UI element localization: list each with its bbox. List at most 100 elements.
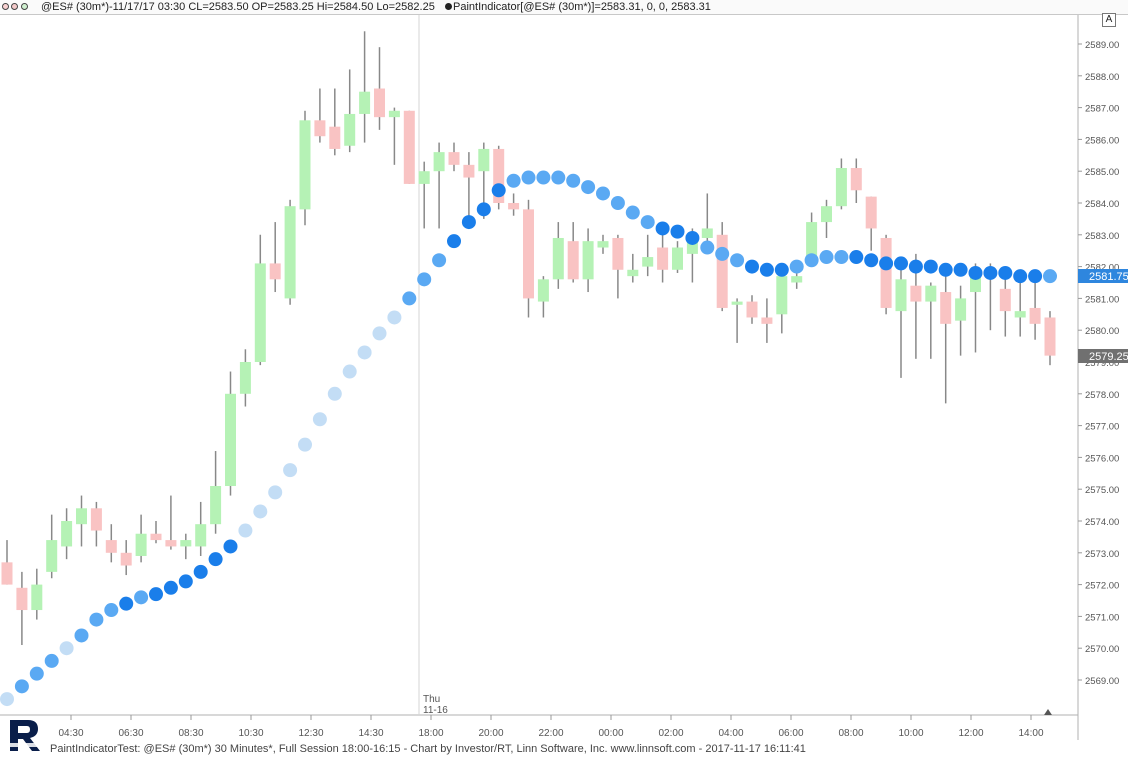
close-price-tag-text: 2579.25 <box>1089 351 1128 363</box>
indicator-dot <box>610 196 625 210</box>
candle-body-up <box>284 206 296 299</box>
indicator-dot <box>566 173 581 188</box>
candle-body-down <box>865 196 877 229</box>
candle-body-down <box>314 120 326 137</box>
candle-body-up <box>344 113 356 146</box>
candle-body-up <box>210 486 222 525</box>
candle <box>61 508 73 560</box>
price-tick-label: 2587.00 <box>1085 104 1119 115</box>
candle <box>657 234 669 283</box>
indicator-dot <box>506 173 521 188</box>
candle-body-down <box>523 209 534 299</box>
price-tick-label: 2586.00 <box>1085 135 1119 146</box>
price-tick-label: 2580.00 <box>1085 326 1119 337</box>
candle-body-up <box>582 241 594 280</box>
candle <box>344 69 356 153</box>
linn-software-logo <box>9 720 43 751</box>
candle-body-up <box>180 540 192 547</box>
candle <box>165 495 177 550</box>
indicator-dot <box>89 612 104 627</box>
candle-body-down <box>448 152 460 165</box>
time-tick-label: 08:00 <box>838 728 863 739</box>
last-price-tag-text: 2581.75 <box>1089 271 1128 283</box>
indicator-dot <box>730 253 745 268</box>
price-tick-label: 2574.00 <box>1085 517 1119 528</box>
indicator-dot <box>298 437 312 452</box>
close-price-tag-bg <box>1078 349 1128 363</box>
candle-body-up <box>299 120 311 210</box>
chart-header-bar: @ES# (30m*)-11/17/17 03:30 CL=2583.50 OP… <box>0 0 1128 15</box>
price-tick-label: 2581.00 <box>1085 294 1119 305</box>
indicator-dot <box>447 234 461 249</box>
indicator-dot <box>968 265 983 280</box>
candle <box>463 152 475 226</box>
candle-body-up <box>76 508 87 525</box>
candle-body-up <box>821 206 832 223</box>
candle-body-down <box>612 237 624 270</box>
candle-body-up <box>418 171 430 184</box>
candle-body-up <box>970 269 981 293</box>
candle <box>359 31 371 143</box>
autoscale-button[interactable]: A <box>1102 13 1116 27</box>
time-tick-label: 02:00 <box>658 728 683 739</box>
indicator-dot <box>104 603 119 618</box>
time-tick-label: 00:00 <box>598 728 623 739</box>
price-tick-label: 2572.00 <box>1085 581 1119 592</box>
time-tick-label: 14:30 <box>358 728 383 739</box>
candle-body-down <box>567 241 579 280</box>
candle <box>135 514 147 563</box>
candle <box>776 269 788 334</box>
candle-body-down <box>493 148 505 203</box>
candle <box>299 110 311 226</box>
indicator-dot <box>640 215 655 230</box>
candle-body-down <box>716 234 728 308</box>
candle <box>999 276 1011 337</box>
indicator-dot <box>491 183 506 198</box>
indicator-dot <box>581 180 596 195</box>
green-dot-icon[interactable] <box>21 3 28 10</box>
candle-body-up <box>627 269 639 277</box>
candle <box>612 234 624 299</box>
indicator-dot <box>774 262 789 277</box>
candle-body-up <box>731 301 743 305</box>
candle-body-up <box>46 540 58 572</box>
candle-body-up <box>239 362 251 394</box>
scroll-marker-icon[interactable] <box>1044 709 1052 715</box>
candle-body-down <box>105 540 117 553</box>
indicator-dots-layer <box>0 170 1057 707</box>
indicator-dot <box>208 552 223 567</box>
candle <box>597 234 609 254</box>
indicator-dot <box>387 310 402 325</box>
candle-body-up <box>31 584 43 611</box>
indicator-dot <box>908 259 923 274</box>
price-tick-label: 2577.00 <box>1085 422 1119 433</box>
price-axis-labels: 2569.00 2570.00 2571.00 2572.00 2573.00 2574.… <box>1078 40 1119 687</box>
candle <box>880 234 892 315</box>
indicator-dot <box>283 463 298 478</box>
indicator-dot <box>923 259 938 274</box>
time-tick-label: 06:30 <box>118 728 143 739</box>
indicator-dot <box>521 170 536 185</box>
candle <box>418 161 430 229</box>
indicator-dot <box>938 262 953 277</box>
time-tick-label: 22:00 <box>538 728 563 739</box>
candle-body-down <box>374 88 385 118</box>
red-dot-icon[interactable] <box>11 3 18 10</box>
candle-body-up <box>642 257 654 267</box>
indicator-dot <box>253 504 268 519</box>
price-tick-label: 2588.00 <box>1085 72 1119 83</box>
indicator-dot <box>759 262 774 277</box>
candle <box>731 298 743 343</box>
candle <box>1044 311 1056 366</box>
candle <box>1014 279 1026 337</box>
indicator-dot <box>596 186 610 201</box>
close-price-tag: 2579.25 <box>1078 349 1128 363</box>
candle-body-up <box>686 241 698 254</box>
candle-body-down <box>746 301 758 318</box>
candle-body-down <box>1044 317 1056 356</box>
red-dot-icon[interactable] <box>2 3 9 10</box>
indicator-dot <box>879 256 894 271</box>
indicator-dot <box>327 386 342 401</box>
indicator-dot <box>193 564 208 579</box>
